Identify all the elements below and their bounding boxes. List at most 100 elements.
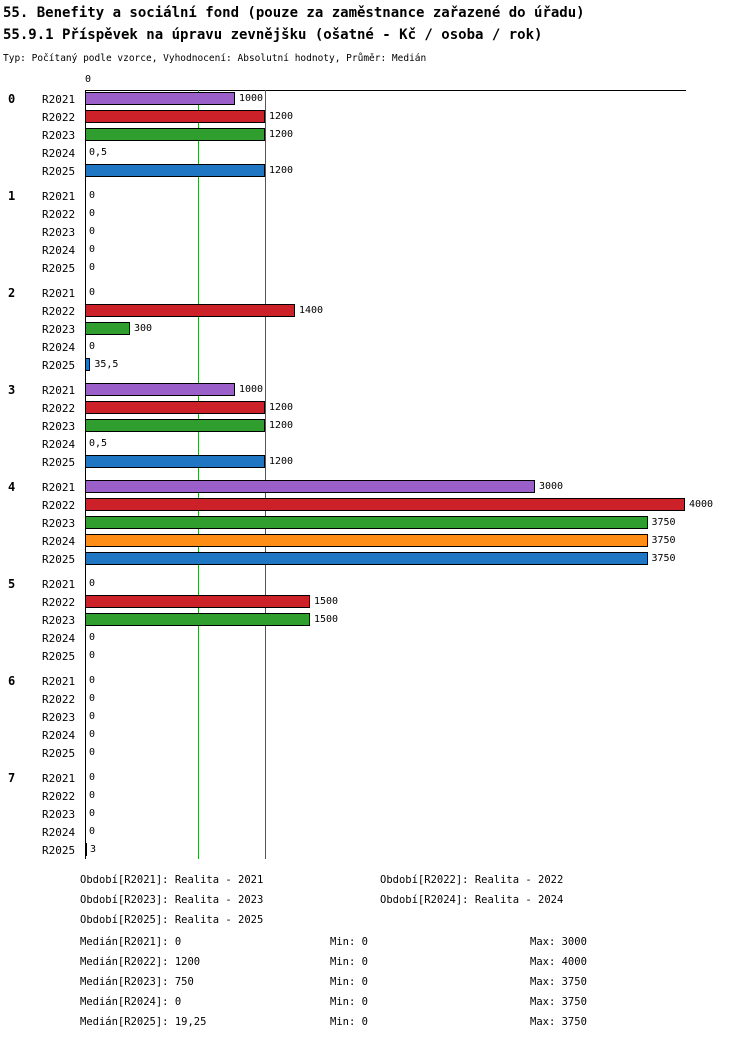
series-label: R2025 (42, 649, 76, 663)
series-label: R2022 (42, 595, 76, 609)
series-label: R2021 (42, 674, 76, 688)
chart-subtitle: Typ: Počítaný podle vzorce, Vyhodnocení:… (3, 53, 427, 64)
bar-row: 6 R2021 0 (0, 672, 750, 690)
series-label: R2023 (42, 807, 76, 821)
bar (85, 304, 295, 317)
bar (85, 613, 310, 626)
bar-track: 3750 (85, 550, 685, 568)
series-label: R2022 (42, 692, 76, 706)
group-label: 7 (8, 771, 16, 785)
bar-row: R2025 3 (0, 841, 750, 859)
bar-row: R2022 4000 (0, 496, 750, 514)
bar-row: R2024 0 (0, 241, 750, 259)
bar-track: 3750 (85, 532, 685, 550)
bar (85, 358, 91, 371)
bar-value-label: 0 (89, 729, 96, 740)
bar (85, 552, 648, 565)
bar-track: 0 (85, 205, 685, 223)
series-label: R2023 (42, 322, 76, 336)
series-label: R2024 (42, 631, 76, 645)
series-label: R2024 (42, 534, 76, 548)
bar-value-label: 1200 (269, 111, 294, 122)
bar-track: 0,5 (85, 435, 685, 453)
series-label: R2025 (42, 164, 76, 178)
bar-row: R2023 1200 (0, 417, 750, 435)
median-label: Medián[R2024]: 0 (80, 996, 182, 1008)
min-label: Min: 0 (330, 1016, 368, 1028)
bar-group: 1 R2021 0 R2022 0 R2023 0 R2024 0 R2025 0 (0, 187, 750, 277)
bar-track: 1200 (85, 399, 685, 417)
bar-value-label: 0 (89, 341, 96, 352)
series-label: R2023 (42, 128, 76, 142)
bar-value-label: 0 (89, 650, 96, 661)
legend-row: Období[R2023]: Realita - 2023 Období[R202… (0, 894, 750, 914)
bar-value-label: 0 (89, 287, 96, 298)
bar-row: R2022 0 (0, 205, 750, 223)
bar-track: 1400 (85, 302, 685, 320)
bar-value-label: 0 (89, 675, 96, 686)
bar-track: 0 (85, 223, 685, 241)
bar-value-label: 0 (89, 208, 96, 219)
max-label: Max: 3750 (530, 1016, 587, 1028)
median-R2022-reference-line (265, 90, 266, 859)
bar-row: R2022 1500 (0, 593, 750, 611)
bar-track: 0,5 (85, 144, 685, 162)
legend-period-label: Období[R2022]: Realita - 2022 (380, 874, 564, 886)
legend-row: Období[R2021]: Realita - 2021 Období[R202… (0, 874, 750, 894)
legend-row: Období[R2025]: Realita - 2025 (0, 914, 750, 934)
bar (85, 92, 235, 105)
bar-value-label: 0,5 (89, 147, 108, 158)
bar (85, 322, 130, 335)
bar-track: 35,5 (85, 356, 685, 374)
bar-row: R2024 3750 (0, 532, 750, 550)
bar-group: 5 R2021 0 R2022 1500 R2023 1500 R2024 0 R2025 0 (0, 575, 750, 665)
bar-track: 0 (85, 338, 685, 356)
bar-value-label: 35,5 (94, 359, 119, 370)
stats-row: Medián[R2025]: 19,25 Min: 0 Max: 3750 (0, 1016, 750, 1036)
bar-value-label: 1200 (269, 420, 294, 431)
series-label: R2025 (42, 552, 76, 566)
bar-value-label: 0 (89, 244, 96, 255)
bar-row: R2025 1200 (0, 162, 750, 180)
bar-value-label: 1000 (239, 93, 264, 104)
bar (85, 455, 265, 468)
bar-group: 3 R2021 1000 R2022 1200 R2023 1200 R2024 0,5 R202… (0, 381, 750, 471)
bar-row: R2023 3750 (0, 514, 750, 532)
bar-value-label: 0,5 (89, 438, 108, 449)
page-title-line2: 55.9.1 Příspěvek na úpravu zevnějšku (oš… (3, 27, 543, 43)
series-label: R2021 (42, 189, 76, 203)
series-label: R2025 (42, 455, 76, 469)
series-label: R2025 (42, 746, 76, 760)
median-label: Medián[R2022]: 1200 (80, 956, 201, 968)
legend-period-label: Období[R2024]: Realita - 2024 (380, 894, 564, 906)
series-label: R2022 (42, 401, 76, 415)
median-R2023-reference-line (197, 90, 199, 859)
bar-value-label: 0 (89, 693, 96, 704)
group-label: 4 (8, 480, 16, 494)
series-label: R2023 (42, 419, 76, 433)
bar-row: R2024 0 (0, 726, 750, 744)
bar-track: 0 (85, 575, 685, 593)
bar-track: 1200 (85, 453, 685, 471)
series-label: R2022 (42, 207, 76, 221)
median-label: Medián[R2023]: 750 (80, 976, 194, 988)
bar-value-label: 1200 (269, 129, 294, 140)
median-label: Medián[R2021]: 0 (80, 936, 182, 948)
bar-value-label: 1000 (239, 384, 264, 395)
group-label: 3 (8, 383, 16, 397)
bar-row: R2024 0 (0, 823, 750, 841)
bar-row: R2022 0 (0, 690, 750, 708)
bar-track: 1500 (85, 611, 685, 629)
series-label: R2021 (42, 480, 76, 494)
bar-track: 0 (85, 284, 685, 302)
bar (85, 498, 685, 511)
series-label: R2023 (42, 516, 76, 530)
bar-value-label: 1200 (269, 456, 294, 467)
bar-value-label: 1200 (269, 165, 294, 176)
bar-row: 4 R2021 3000 (0, 478, 750, 496)
bar-track: 0 (85, 259, 685, 277)
series-label: R2023 (42, 710, 76, 724)
bar-track: 1200 (85, 162, 685, 180)
bar-row: 3 R2021 1000 (0, 381, 750, 399)
